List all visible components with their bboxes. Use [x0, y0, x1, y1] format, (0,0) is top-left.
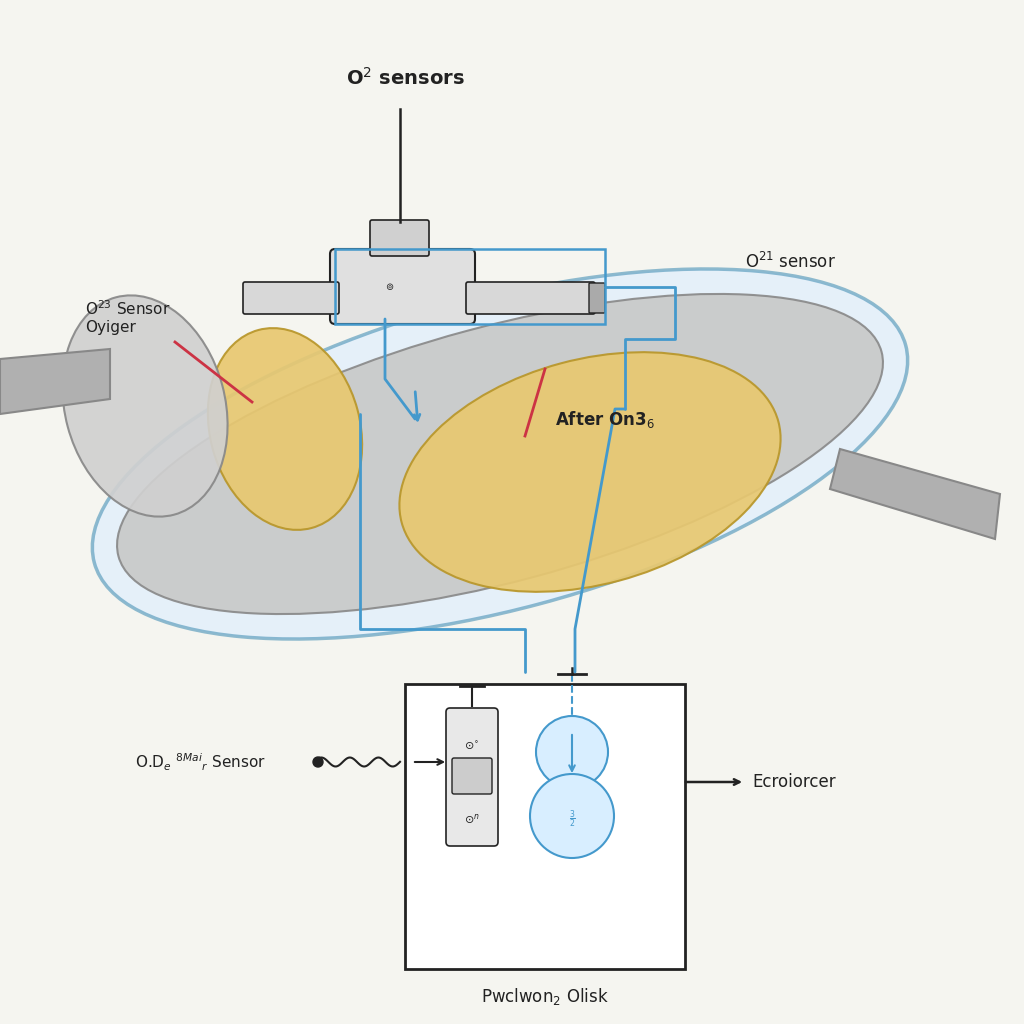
Polygon shape [0, 349, 110, 414]
Ellipse shape [208, 328, 362, 529]
Text: O$^{21}$ sensor: O$^{21}$ sensor [745, 252, 836, 272]
FancyBboxPatch shape [452, 758, 492, 794]
Circle shape [536, 716, 608, 788]
Text: O$^2$ sensors: O$^2$ sensors [346, 68, 464, 89]
Text: O.D$_e$ $^{8Mai}$$_r$ Sensor: O.D$_e$ $^{8Mai}$$_r$ Sensor [135, 752, 265, 773]
Ellipse shape [117, 294, 883, 614]
Ellipse shape [399, 352, 780, 592]
FancyBboxPatch shape [446, 708, 498, 846]
Text: O$^{23}$ Sensor
Oyiger: O$^{23}$ Sensor Oyiger [85, 299, 170, 335]
Text: After On3$_6$: After On3$_6$ [555, 409, 654, 430]
FancyBboxPatch shape [466, 282, 595, 314]
Circle shape [313, 757, 323, 767]
Text: $\circledcirc$: $\circledcirc$ [385, 281, 394, 292]
Polygon shape [830, 449, 1000, 539]
Ellipse shape [92, 269, 907, 639]
FancyBboxPatch shape [330, 249, 475, 324]
Text: $\frac{3}{2}$: $\frac{3}{2}$ [568, 808, 575, 829]
Text: Pwclwon$_2$ Olisk: Pwclwon$_2$ Olisk [481, 986, 609, 1007]
Text: Ecroiorcer: Ecroiorcer [752, 773, 836, 791]
Circle shape [530, 774, 614, 858]
FancyBboxPatch shape [406, 684, 685, 969]
FancyBboxPatch shape [370, 220, 429, 256]
FancyBboxPatch shape [589, 283, 605, 313]
Ellipse shape [62, 295, 227, 517]
Text: $\odot^{\circ}$: $\odot^{\circ}$ [465, 739, 479, 753]
FancyBboxPatch shape [243, 282, 339, 314]
Text: $\odot^{\mathit{n}}$: $\odot^{\mathit{n}}$ [464, 812, 480, 826]
